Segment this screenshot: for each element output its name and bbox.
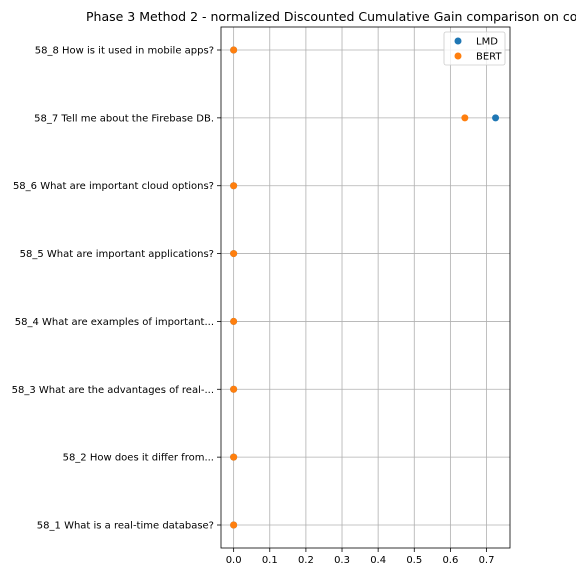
- x-tick-label: 0.0: [226, 555, 242, 566]
- data-point-bert: [230, 453, 238, 461]
- data-point-bert: [230, 182, 238, 190]
- x-tick-label: 0.4: [370, 555, 386, 566]
- data-point-bert: [461, 114, 469, 122]
- y-axis: 58_1 What is a real-time database? 58_2 H…: [12, 46, 221, 532]
- y-category-label: 58_3 What are the advantages of real-...: [12, 385, 214, 396]
- y-category-label: 58_6 What are important cloud options?: [13, 181, 214, 192]
- legend: LMD BERT: [443, 31, 506, 66]
- plot-area-frame: [220, 26, 511, 549]
- data-point-bert: [230, 46, 238, 54]
- y-category-label: 58_1 What is a real-time database?: [37, 521, 214, 532]
- chart-title: Phase 3 Method 2 - normalized Discounted…: [86, 9, 576, 24]
- y-category-label: 58_8 How is it used in mobile apps?: [35, 46, 214, 57]
- y-category-label: 58_4 What are examples of important...: [15, 317, 214, 328]
- x-tick-label: 0.6: [442, 555, 458, 566]
- y-category-label: 58_5 What are important applications?: [20, 249, 214, 260]
- data-point-bert: [230, 317, 238, 325]
- x-tick-label: 0.7: [479, 555, 495, 566]
- legend-marker-lmd: [454, 37, 462, 45]
- y-category-label: 58_2 How does it differ from...: [63, 453, 214, 464]
- data-point-bert: [230, 521, 238, 529]
- x-tick-label: 0.1: [262, 555, 278, 566]
- data-point-bert: [230, 250, 238, 258]
- data-points: [230, 46, 500, 529]
- y-category-label: 58_7 Tell me about the Firebase DB.: [34, 113, 214, 124]
- legend-marker-bert: [454, 52, 462, 60]
- grid-lines: [221, 27, 510, 548]
- data-point-lmd: [492, 114, 500, 122]
- x-tick-label: 0.3: [334, 555, 350, 566]
- legend-label-bert: BERT: [476, 52, 502, 63]
- data-point-bert: [230, 385, 238, 393]
- x-tick-label: 0.5: [406, 555, 422, 566]
- x-axis: 0.0 0.1 0.2 0.3 0.4 0.5 0.6 0.7: [226, 548, 495, 566]
- x-tick-label: 0.2: [298, 555, 314, 566]
- legend-label-lmd: LMD: [476, 37, 498, 48]
